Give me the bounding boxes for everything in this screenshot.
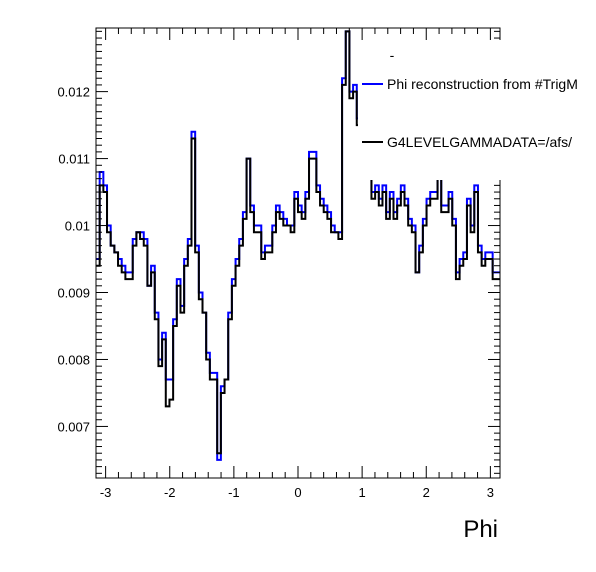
legend-label-series-2: G4LEVELGAMMADATA=/afs/	[387, 134, 572, 150]
legend: - Phi reconstruction from #TrigM G4LEVEL…	[358, 40, 596, 180]
x-axis: -3 -2 -1 0 1 2 3	[100, 28, 494, 500]
legend-label-series-1: Phi reconstruction from #TrigM	[387, 76, 578, 92]
y-tick-label: 0.008	[57, 352, 90, 367]
x-tick-label: 1	[359, 485, 366, 500]
legend-header: -	[390, 47, 395, 63]
legend-box	[358, 40, 596, 180]
x-tick-label: 0	[294, 485, 301, 500]
series-2-histogram-line	[96, 30, 500, 455]
y-tick-label: 0.012	[57, 85, 90, 100]
x-tick-label: 3	[487, 485, 494, 500]
x-axis-title: Phi	[463, 516, 498, 543]
y-tick-label: 0.01	[65, 219, 90, 234]
x-tick-label: -1	[228, 485, 240, 500]
y-tick-label: 0.007	[57, 419, 90, 434]
x-tick-label: -3	[100, 485, 112, 500]
y-tick-label: 0.009	[57, 286, 90, 301]
y-tick-label: 0.011	[58, 152, 90, 167]
x-tick-label: 2	[423, 485, 430, 500]
series-layer	[96, 30, 500, 461]
x-tick-label: -2	[164, 485, 176, 500]
